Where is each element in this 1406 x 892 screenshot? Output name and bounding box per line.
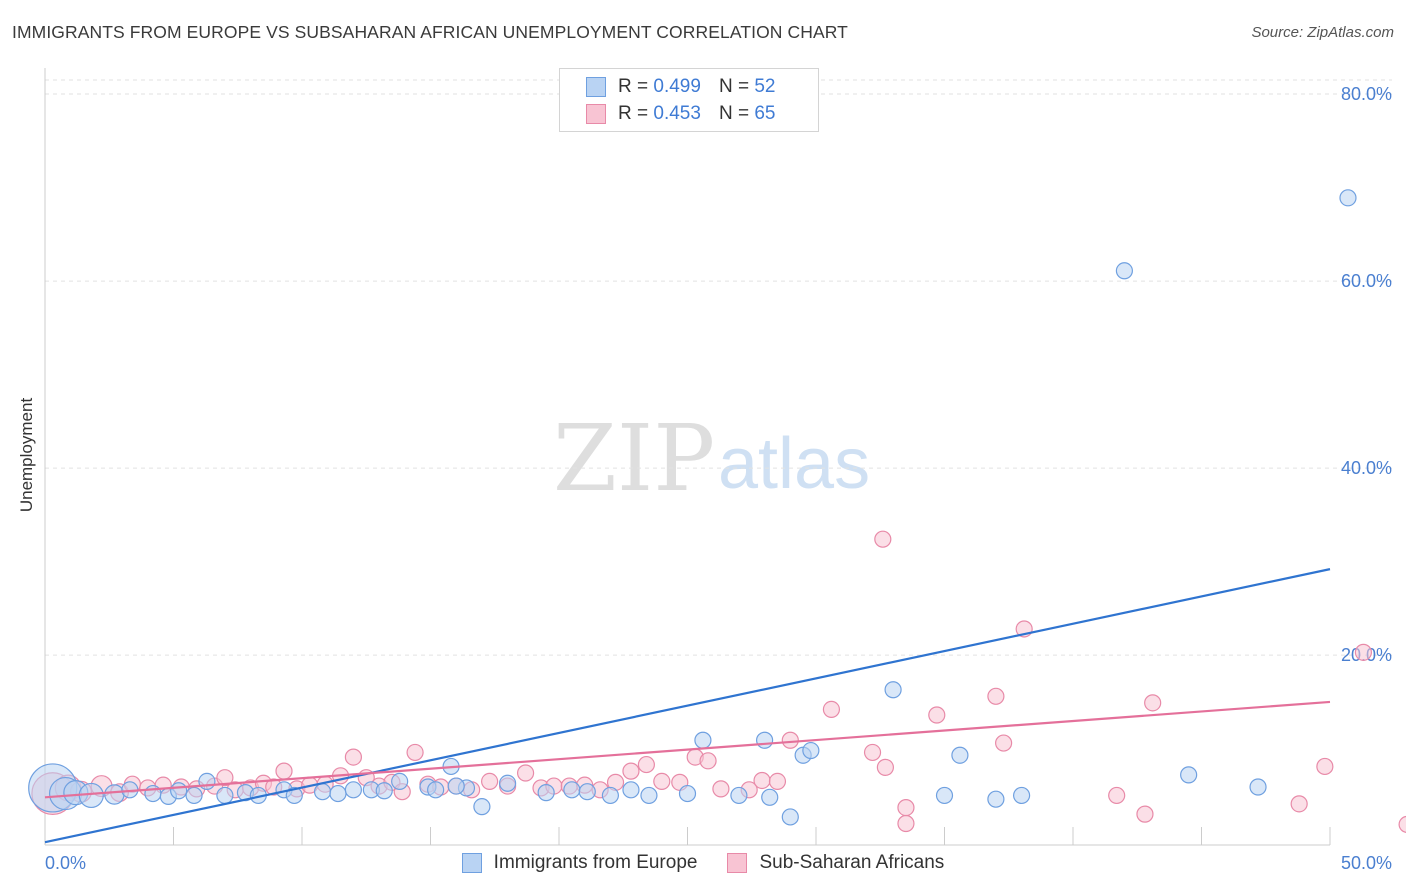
europe-point bbox=[578, 783, 596, 801]
europe-point bbox=[563, 781, 581, 799]
europe-point bbox=[987, 790, 1005, 808]
europe-legend-swatch bbox=[461, 853, 482, 873]
europe-point bbox=[285, 786, 303, 805]
subsaharan-point bbox=[653, 772, 671, 791]
europe-point bbox=[198, 772, 216, 791]
subsaharan-point bbox=[344, 748, 362, 766]
subsaharan-point bbox=[1290, 795, 1308, 813]
europe-point bbox=[447, 777, 465, 795]
subsaharan-point bbox=[216, 769, 234, 787]
europe-point bbox=[1339, 189, 1357, 207]
subsaharan-point bbox=[275, 762, 293, 780]
correlation-legend: R = 0.499 N = 52 R = 0.453 N = 65 bbox=[559, 68, 819, 132]
europe-point bbox=[473, 798, 491, 816]
subsaharan-point bbox=[1316, 757, 1334, 776]
subsaharan-point bbox=[995, 734, 1013, 752]
subsaharan-point bbox=[1108, 786, 1126, 805]
europe-trend-line bbox=[44, 568, 1331, 844]
legend-item-subsaharan[interactable]: Sub-Saharan Africans bbox=[727, 852, 944, 874]
europe-point bbox=[104, 784, 125, 805]
europe-point bbox=[170, 782, 188, 800]
europe-point bbox=[640, 786, 658, 805]
europe-point bbox=[1115, 262, 1134, 280]
x-tick-label-max: 50.0% bbox=[1341, 853, 1392, 873]
subsaharan-point bbox=[863, 743, 882, 762]
europe-n-value: 52 bbox=[754, 76, 776, 97]
subsaharan-legend-label: Sub-Saharan Africans bbox=[759, 852, 945, 873]
r-label: R = bbox=[618, 103, 649, 124]
subsaharan-point bbox=[876, 758, 894, 776]
subsaharan-point bbox=[897, 814, 915, 833]
europe-point bbox=[935, 786, 954, 805]
subsaharan-point bbox=[712, 780, 730, 798]
subsaharan-point bbox=[1354, 643, 1373, 661]
y-tick-label: 40.0% bbox=[1341, 458, 1392, 478]
europe-point bbox=[375, 782, 393, 800]
europe-point bbox=[730, 786, 748, 805]
europe-swatch bbox=[586, 77, 606, 97]
subsaharan-point bbox=[753, 771, 771, 790]
europe-point bbox=[427, 781, 445, 799]
n-label: N = bbox=[718, 76, 750, 97]
europe-point bbox=[951, 746, 969, 764]
series-legend: Immigrants from Europe Sub-Saharan Afric… bbox=[0, 852, 1406, 874]
europe-legend-label: Immigrants from Europe bbox=[493, 852, 698, 873]
europe-point bbox=[329, 784, 347, 803]
europe-point bbox=[313, 783, 332, 801]
subsaharan-n-value: 65 bbox=[754, 103, 776, 124]
x-tick-label-min: 0.0% bbox=[45, 853, 86, 873]
subsaharan-point bbox=[781, 731, 799, 749]
subsaharan-point bbox=[1398, 815, 1406, 833]
subsaharan-point bbox=[406, 743, 424, 762]
legend-row-europe: R = 0.499 N = 52 bbox=[586, 75, 775, 99]
subsaharan-swatch bbox=[586, 104, 606, 124]
chart-title: IMMIGRANTS FROM EUROPE VS SUBSAHARAN AFR… bbox=[12, 22, 848, 42]
europe-point bbox=[391, 772, 409, 791]
europe-point bbox=[601, 786, 620, 805]
watermark-atlas: atlas bbox=[718, 424, 870, 504]
europe-point bbox=[1180, 766, 1198, 784]
subsaharan-r-value: 0.453 bbox=[653, 103, 701, 124]
watermark-zip: ZIP bbox=[553, 405, 715, 512]
legend-row-subsaharan: R = 0.453 N = 65 bbox=[586, 102, 775, 126]
europe-point bbox=[499, 774, 517, 792]
subsaharan-point bbox=[481, 772, 499, 791]
europe-point bbox=[537, 784, 555, 802]
subsaharan-point bbox=[768, 772, 787, 791]
europe-r-value: 0.499 bbox=[653, 76, 701, 97]
europe-point bbox=[694, 731, 712, 749]
subsaharan-point bbox=[516, 764, 535, 782]
europe-point bbox=[802, 741, 820, 760]
y-tick-label: 80.0% bbox=[1341, 84, 1392, 104]
subsaharan-point bbox=[874, 530, 892, 548]
subsaharan-point bbox=[1136, 805, 1154, 823]
europe-point bbox=[761, 788, 779, 806]
r-label: R = bbox=[618, 76, 649, 97]
subsaharan-point bbox=[622, 762, 640, 780]
n-label: N = bbox=[718, 103, 750, 124]
subsaharan-point bbox=[699, 752, 717, 770]
subsaharan-legend-swatch bbox=[727, 853, 748, 873]
europe-point bbox=[1012, 786, 1031, 805]
legend-item-europe[interactable]: Immigrants from Europe bbox=[461, 852, 698, 874]
subsaharan-point bbox=[822, 700, 841, 718]
subsaharan-point bbox=[987, 687, 1005, 705]
europe-point bbox=[884, 681, 902, 699]
europe-point bbox=[755, 731, 774, 749]
source-label: Source: ZipAtlas.com bbox=[1251, 24, 1394, 41]
subsaharan-point bbox=[928, 706, 946, 724]
europe-point bbox=[781, 808, 799, 826]
y-tick-label: 60.0% bbox=[1341, 271, 1392, 291]
europe-point bbox=[678, 784, 697, 803]
subsaharan-trend-line bbox=[44, 700, 1331, 799]
europe-point bbox=[216, 786, 234, 805]
europe-point bbox=[1249, 778, 1267, 796]
subsaharan-point bbox=[897, 798, 915, 817]
europe-point bbox=[344, 781, 362, 799]
subsaharan-point bbox=[1144, 694, 1162, 712]
subsaharan-point bbox=[637, 755, 655, 774]
europe-point bbox=[185, 786, 203, 805]
europe-point bbox=[622, 781, 640, 799]
